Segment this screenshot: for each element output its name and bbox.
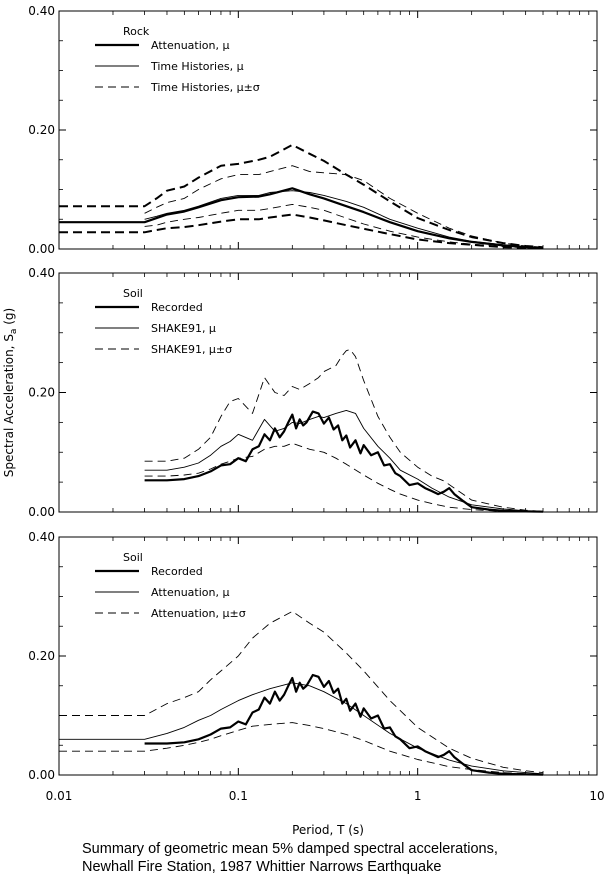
legend-entry: Attenuation, μ <box>151 586 229 599</box>
series-line-1 <box>144 673 544 776</box>
y-tick-label: 0.00 <box>28 505 55 519</box>
chart-panel-3: 0.00 0.20 0.40 0.01 0.1 1 10 Period, T (s) Soil R… <box>28 530 604 836</box>
series-line-2 <box>144 409 544 512</box>
series-line-4 <box>59 722 544 775</box>
legend-title: Soil <box>123 551 143 564</box>
y-tick-label: 0.00 <box>28 242 55 256</box>
y-tick-label: 0.40 <box>28 530 55 544</box>
legend-entry: Attenuation, μ±σ <box>151 607 246 620</box>
x-tick-label: 10 <box>589 789 604 803</box>
legend-entry: Recorded <box>151 301 203 314</box>
y-tick-label: 0.40 <box>28 266 55 280</box>
series-line-5 <box>144 165 544 248</box>
series-line-4 <box>144 442 544 513</box>
x-tick-label: 1 <box>414 789 422 803</box>
series-line-1 <box>59 187 544 249</box>
y-tick-label: 0.20 <box>28 649 55 663</box>
legend-entry: Time Histories, μ <box>150 60 244 73</box>
figure-caption: Summary of geometric mean 5% damped spec… <box>82 840 562 876</box>
y-tick-label: 0.40 <box>28 4 55 18</box>
legend-title: Soil <box>123 287 143 300</box>
y-tick-label: 0.20 <box>28 386 55 400</box>
series-line-1 <box>144 410 544 513</box>
x-axis-label: Period, T (s) <box>292 823 364 836</box>
x-tick-label: 0.1 <box>229 789 248 803</box>
legend-entry: SHAKE91, μ <box>151 322 216 335</box>
legend-entry: SHAKE91, μ±σ <box>151 343 232 356</box>
y-axis-label: Spectral Acceleration, Sa (g) <box>2 308 19 477</box>
caption-line-2: Newhall Fire Station, 1987 Whittier Narr… <box>82 859 442 875</box>
series-line-3 <box>59 213 544 250</box>
series-line-3 <box>59 610 544 774</box>
legend-entry: Recorded <box>151 565 203 578</box>
x-tick-label: 0.01 <box>46 789 73 803</box>
y-tick-label: 0.00 <box>28 768 55 782</box>
y-axis-label-subscript: a <box>9 329 19 335</box>
plot-frame <box>58 10 598 250</box>
y-axis-label-unit: (g) <box>2 308 16 329</box>
y-tick-label: 0.20 <box>28 123 55 137</box>
legend-entry: Time Histories, μ±σ <box>150 81 260 94</box>
plot-frame <box>58 272 598 513</box>
series-line-4 <box>144 190 544 249</box>
chart-panel-2: 0.00 0.20 0.40 Spectral Acceleration, Sa (g… <box>2 266 598 519</box>
series-line-2 <box>59 682 544 775</box>
series-line-2 <box>59 143 544 249</box>
series-line-6 <box>144 203 544 249</box>
caption-line-1: Summary of geometric mean 5% damped spec… <box>82 841 498 857</box>
series-line-3 <box>144 349 544 512</box>
legend-title: Rock <box>123 25 150 38</box>
legend-entry: Attenuation, μ <box>151 39 229 52</box>
